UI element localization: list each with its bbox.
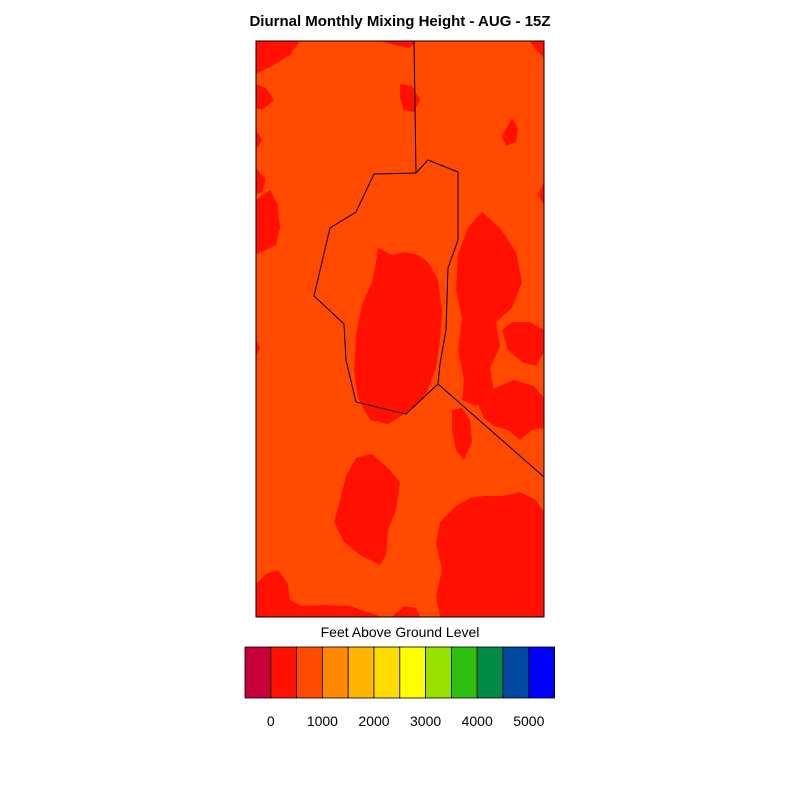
colorbar-tick-label: 1000: [307, 713, 338, 729]
colorbar-swatch: [296, 646, 323, 699]
colorbar-swatch: [399, 646, 426, 699]
state-line-southeast: [437, 383, 544, 478]
colorbar-tick-label: 0: [267, 713, 275, 729]
colorbar-label: Feet Above Ground Level: [321, 624, 480, 640]
region-left-notch-1: [256, 84, 274, 110]
colorbar-ticks: 0 1000 2000 3000 4000 5000: [267, 713, 545, 729]
region-left-notch-2: [256, 130, 262, 150]
region-right-column: [456, 212, 522, 406]
boundary-lines: [313, 41, 544, 478]
colorbar-swatch: [425, 646, 452, 699]
region-lake-center: [354, 248, 442, 424]
colorbar-swatch: [270, 646, 297, 699]
colorbar-tick-label: 2000: [358, 713, 389, 729]
region-lower-right: [436, 492, 544, 617]
colorbar-tick-label: 5000: [513, 713, 544, 729]
region-top-center: [380, 41, 416, 48]
colorbar-tick-label: 4000: [462, 713, 493, 729]
region-bottom-left: [256, 570, 382, 617]
state-line-north: [413, 41, 417, 174]
region-right-spot: [502, 322, 544, 366]
colorbar-swatch: [347, 646, 375, 699]
region-top-left: [256, 41, 300, 74]
colorbar-swatch: [244, 646, 272, 699]
region-lower-right-edge: [534, 532, 544, 556]
region-right-edge-spot: [538, 182, 544, 205]
high-mixing-regions: [256, 41, 544, 617]
colorbar-swatch: [321, 646, 349, 699]
colorbar-tick-label: 3000: [410, 713, 441, 729]
colorbar-swatch: [528, 646, 555, 699]
colorbar: [244, 646, 555, 699]
chart-title: Diurnal Monthly Mixing Height - AUG - 15…: [249, 13, 550, 30]
map-frame: [255, 40, 545, 618]
region-lower-left-center: [334, 454, 400, 565]
region-upper-right-spot-2: [502, 118, 518, 146]
region-left-notch-4: [256, 190, 280, 254]
region-left-notch-3: [256, 168, 266, 194]
map-panel: [255, 40, 545, 618]
colorbar-swatch: [502, 646, 530, 699]
colorbar-swatch: [476, 646, 504, 699]
region-top-right-strip: [530, 41, 544, 58]
colorbar-swatch: [373, 646, 401, 699]
region-mid-right-small: [452, 408, 472, 460]
colorbar-swatch: [450, 646, 478, 699]
region-right-lower: [478, 380, 544, 440]
region-bottom-center: [392, 606, 420, 617]
region-left-edge-small: [256, 340, 260, 356]
